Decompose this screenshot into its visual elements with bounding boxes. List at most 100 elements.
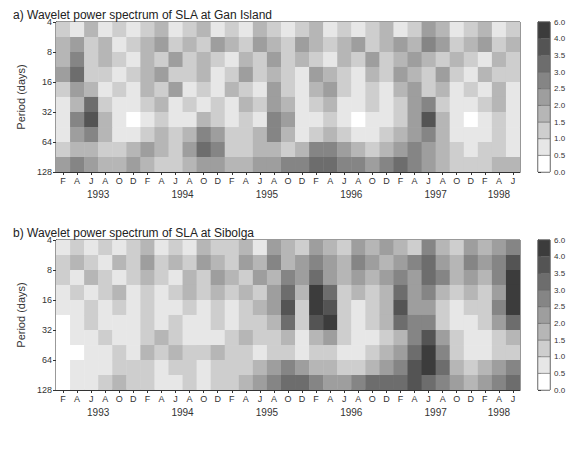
svg-text:b) Wavelet power spectrum of S: b) Wavelet power spectrum of SLA at Sibo…	[13, 226, 254, 240]
svg-text:O: O	[369, 394, 376, 404]
svg-text:2.5: 2.5	[554, 302, 566, 311]
svg-text:D: D	[130, 394, 137, 404]
svg-text:D: D	[214, 394, 221, 404]
svg-text:1.0: 1.0	[554, 352, 566, 361]
svg-text:1.0: 1.0	[554, 134, 566, 143]
svg-text:J: J	[258, 176, 263, 186]
svg-text:F: F	[60, 394, 66, 404]
svg-text:A: A	[243, 394, 249, 404]
svg-text:A: A	[102, 394, 108, 404]
svg-text:32: 32	[42, 107, 52, 117]
svg-text:1994: 1994	[171, 407, 194, 418]
svg-text:1998: 1998	[488, 189, 511, 200]
svg-text:A: A	[271, 176, 277, 186]
svg-text:A: A	[271, 394, 277, 404]
svg-text:A: A	[496, 176, 502, 186]
svg-text:O: O	[116, 394, 123, 404]
svg-text:4.0: 4.0	[554, 34, 566, 43]
svg-text:16: 16	[42, 295, 52, 305]
svg-text:F: F	[145, 176, 151, 186]
svg-text:3.0: 3.0	[554, 68, 566, 77]
svg-text:D: D	[468, 394, 475, 404]
svg-text:A: A	[440, 176, 446, 186]
svg-text:8: 8	[47, 265, 52, 275]
svg-text:2.0: 2.0	[554, 319, 566, 328]
svg-text:0.0: 0.0	[554, 168, 566, 177]
svg-text:1996: 1996	[340, 407, 363, 418]
svg-text:J: J	[511, 394, 516, 404]
svg-text:F: F	[60, 176, 66, 186]
svg-text:2.5: 2.5	[554, 84, 566, 93]
svg-text:D: D	[299, 176, 306, 186]
svg-text:A: A	[327, 176, 333, 186]
svg-text:J: J	[426, 176, 431, 186]
svg-text:1.5: 1.5	[554, 118, 566, 127]
svg-text:3.0: 3.0	[554, 286, 566, 295]
svg-text:J: J	[89, 176, 94, 186]
svg-text:O: O	[369, 176, 376, 186]
svg-text:32: 32	[42, 325, 52, 335]
svg-text:J: J	[173, 394, 178, 404]
svg-text:F: F	[482, 394, 488, 404]
svg-text:J: J	[342, 394, 347, 404]
svg-text:D: D	[383, 176, 390, 186]
svg-text:O: O	[116, 176, 123, 186]
svg-text:Period (days): Period (days)	[15, 64, 27, 129]
svg-text:F: F	[145, 394, 151, 404]
svg-text:3.5: 3.5	[554, 51, 566, 60]
svg-text:6.0: 6.0	[554, 18, 566, 27]
svg-text:D: D	[383, 394, 390, 404]
svg-text:J: J	[426, 394, 431, 404]
svg-text:128: 128	[37, 385, 52, 395]
svg-text:1994: 1994	[171, 189, 194, 200]
svg-text:O: O	[200, 176, 207, 186]
svg-text:A: A	[187, 176, 193, 186]
svg-text:J: J	[258, 394, 263, 404]
svg-text:O: O	[284, 394, 291, 404]
svg-text:A: A	[496, 394, 502, 404]
svg-text:1996: 1996	[340, 189, 363, 200]
svg-text:1993: 1993	[87, 189, 110, 200]
svg-text:0.5: 0.5	[554, 369, 566, 378]
svg-text:1997: 1997	[425, 189, 448, 200]
svg-text:A: A	[412, 176, 418, 186]
svg-text:A: A	[412, 394, 418, 404]
svg-text:J: J	[342, 176, 347, 186]
svg-text:1998: 1998	[488, 407, 511, 418]
svg-text:16: 16	[42, 77, 52, 87]
svg-text:D: D	[130, 176, 137, 186]
svg-text:F: F	[313, 394, 319, 404]
svg-text:F: F	[398, 394, 404, 404]
svg-text:O: O	[200, 394, 207, 404]
svg-text:A: A	[440, 394, 446, 404]
svg-text:F: F	[482, 176, 488, 186]
svg-text:D: D	[468, 176, 475, 186]
svg-text:1997: 1997	[425, 407, 448, 418]
svg-text:0.5: 0.5	[554, 151, 566, 160]
svg-text:F: F	[229, 394, 235, 404]
svg-text:A: A	[355, 176, 361, 186]
svg-text:F: F	[229, 176, 235, 186]
svg-text:A: A	[327, 394, 333, 404]
svg-text:1995: 1995	[256, 189, 279, 200]
svg-text:A: A	[243, 176, 249, 186]
svg-text:3.5: 3.5	[554, 269, 566, 278]
svg-text:F: F	[313, 176, 319, 186]
svg-text:A: A	[355, 394, 361, 404]
svg-text:Period (days): Period (days)	[15, 282, 27, 347]
svg-text:D: D	[299, 394, 306, 404]
svg-text:J: J	[173, 176, 178, 186]
svg-text:64: 64	[42, 355, 52, 365]
svg-text:A: A	[74, 176, 80, 186]
svg-text:F: F	[398, 176, 404, 186]
svg-text:A: A	[158, 394, 164, 404]
svg-text:O: O	[453, 176, 460, 186]
svg-text:0.0: 0.0	[554, 386, 566, 395]
svg-text:J: J	[511, 176, 516, 186]
svg-text:128: 128	[37, 167, 52, 177]
svg-text:A: A	[102, 176, 108, 186]
svg-text:2.0: 2.0	[554, 101, 566, 110]
svg-text:4.0: 4.0	[554, 252, 566, 261]
svg-text:a) Wavelet power spectrum of S: a) Wavelet power spectrum of SLA at Gan …	[13, 8, 272, 22]
svg-text:A: A	[187, 394, 193, 404]
